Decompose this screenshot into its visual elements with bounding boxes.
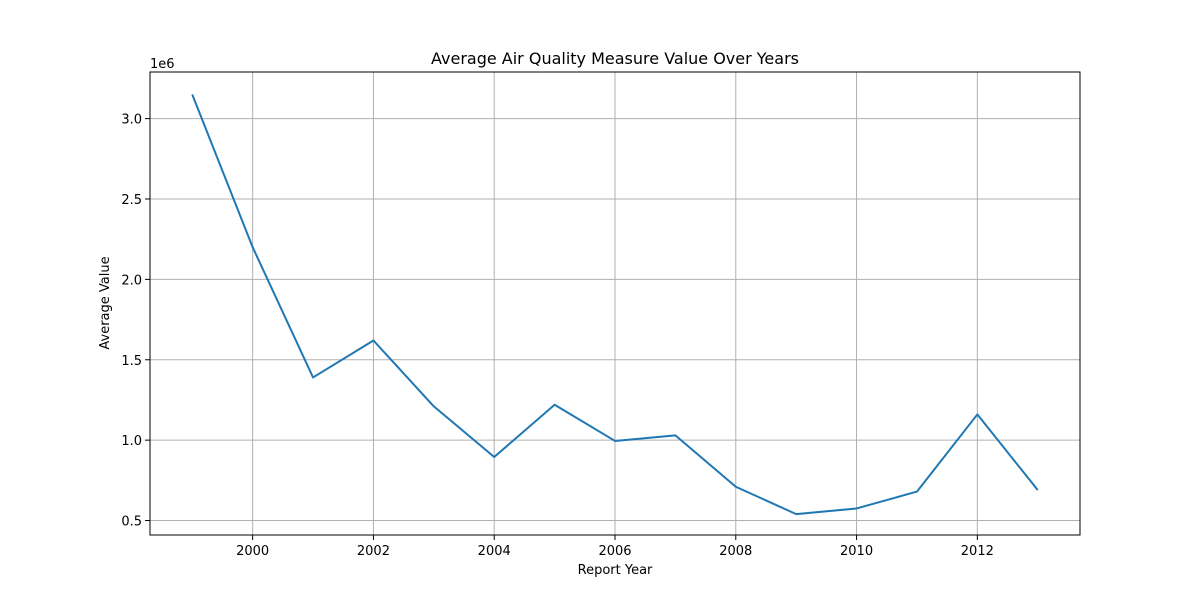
series-line	[191, 94, 1039, 516]
series-layer	[191, 94, 1039, 516]
grid	[150, 72, 1080, 535]
x-tick-label: 2004	[478, 544, 511, 559]
x-tick-label: 2000	[236, 544, 269, 559]
ticks: 2000 2002 2004 2006 2008 2010 2012 0.5 1.0 1.5 2.0…	[121, 113, 994, 559]
y-tick-label: 1.5	[121, 354, 142, 369]
y-tick-label: 1.0	[121, 434, 142, 449]
x-tick-label: 2010	[840, 544, 873, 559]
y-axis-label: Average Value	[98, 256, 113, 349]
y-tick-label: 2.0	[121, 273, 142, 288]
x-tick-label: 2006	[598, 544, 631, 559]
y-tick-label: 3.0	[121, 113, 142, 128]
x-axis-label: Report Year	[578, 563, 653, 578]
x-tick-label: 2002	[357, 544, 390, 559]
x-tick-label: 2012	[961, 544, 994, 559]
y-tick-label: 0.5	[121, 515, 142, 530]
y-axis-offset-label: 1e6	[150, 57, 175, 72]
chart-title: Average Air Quality Measure Value Over Y…	[431, 49, 799, 68]
y-tick-label: 2.5	[121, 193, 142, 208]
x-tick-label: 2008	[719, 544, 752, 559]
